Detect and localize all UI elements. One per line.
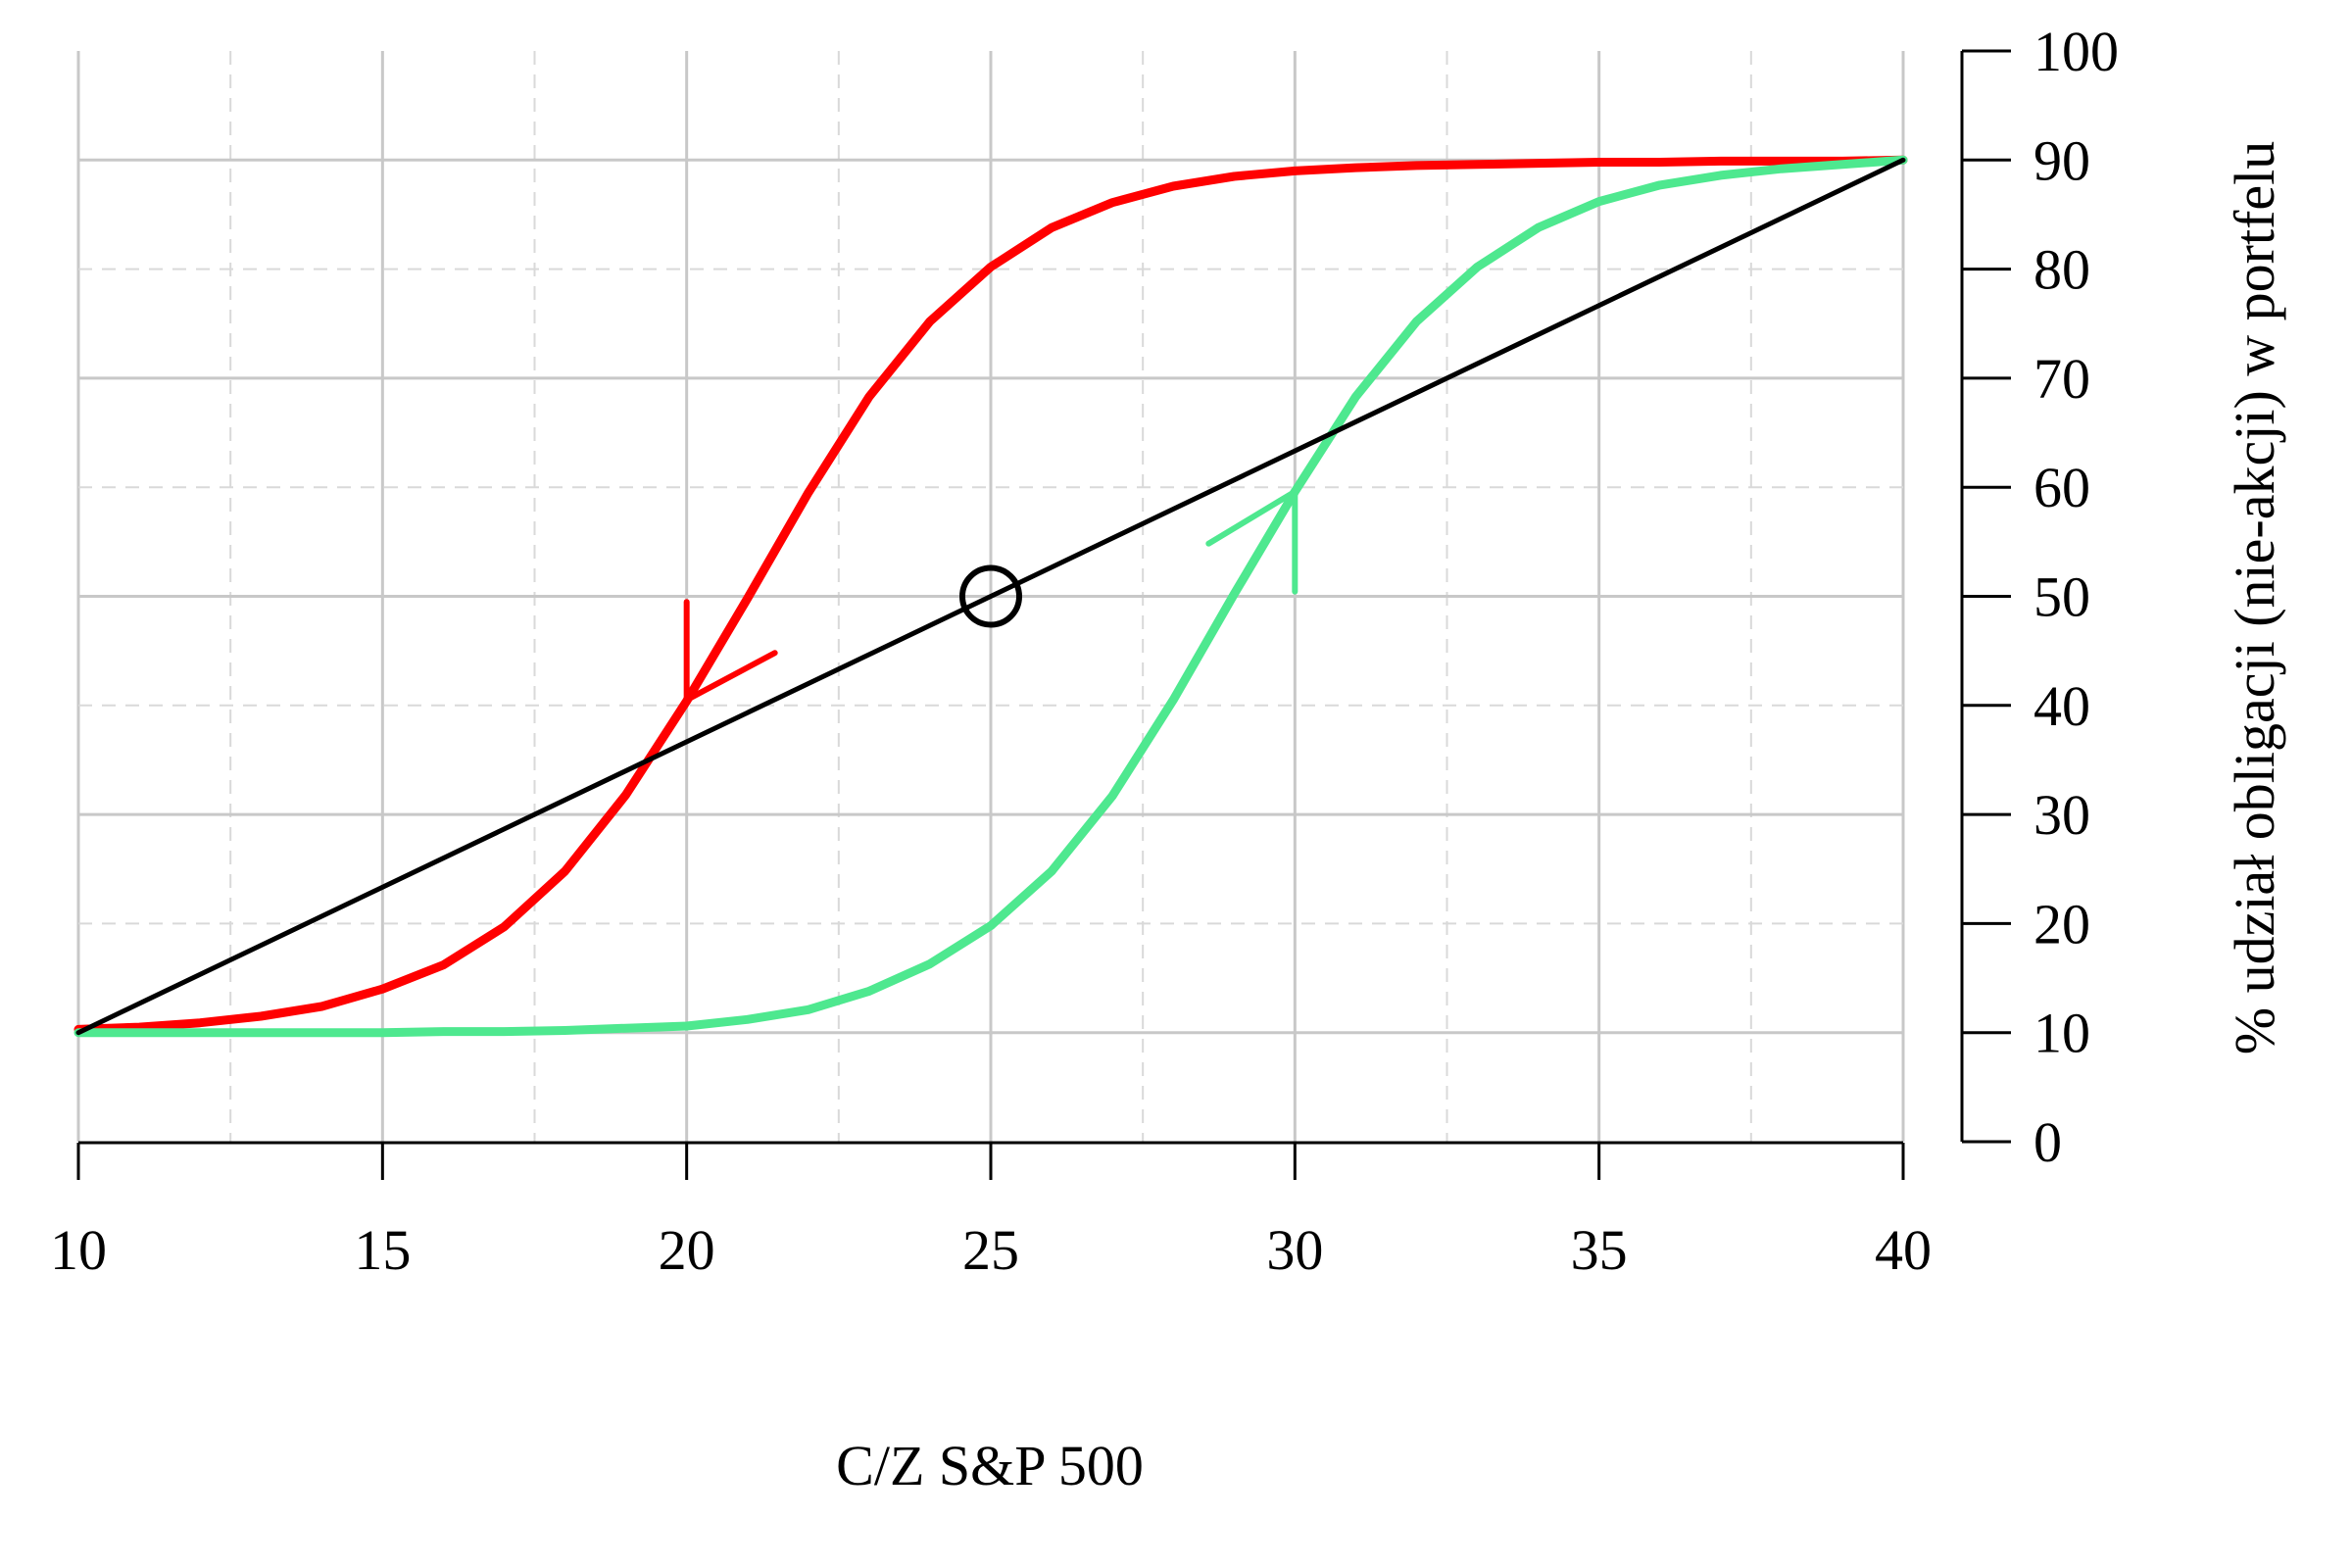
x-tick-label: 40: [1875, 1218, 1932, 1282]
series-line-0: [74, 155, 1908, 1034]
x-tick-label: 30: [1266, 1218, 1323, 1282]
x-tick-label: 15: [354, 1218, 411, 1282]
series-layer: [74, 155, 1908, 1038]
arrow-head: [683, 650, 778, 704]
x-axis-title: C/Z S&P 500: [836, 1434, 1144, 1497]
x-tick-label: 10: [50, 1218, 107, 1282]
y-tick-label: 70: [2034, 347, 2090, 411]
x-tick-label: 25: [962, 1218, 1019, 1282]
direction-arrow: [1205, 488, 1298, 595]
x-tick-label: 35: [1571, 1218, 1628, 1282]
y-tick-label: 90: [2034, 128, 2090, 192]
x-tick-label: 20: [659, 1218, 715, 1282]
series-line-1: [74, 155, 1908, 1038]
annotations-layer: [683, 488, 1298, 704]
y-axis-title: % udział obligacji (nie-akcji) w portfel…: [2223, 141, 2286, 1054]
arrow-head: [1205, 488, 1298, 547]
y-tick-label: 40: [2034, 674, 2090, 738]
y-tick-label: 30: [2034, 783, 2090, 847]
y-tick-label: 10: [2034, 1002, 2090, 1065]
y-tick-label: 0: [2034, 1110, 2062, 1174]
y-tick-label: 60: [2034, 456, 2090, 519]
y-tick-label: 20: [2034, 892, 2090, 956]
y-tick-label: 50: [2034, 565, 2090, 629]
y-tick-label: 100: [2034, 20, 2119, 83]
axes: 10 15 20 25 30 35 40 0 10 20 30 40 50 60 70 80 90 100: [50, 20, 2119, 1282]
direction-arrow: [683, 599, 778, 704]
series-line-2: [75, 157, 1906, 1036]
marker-circle: [959, 564, 1022, 628]
y-tick-label: 80: [2034, 238, 2090, 302]
